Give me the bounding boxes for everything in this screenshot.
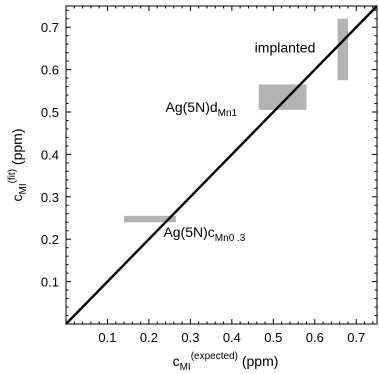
data-box-3 [124, 215, 176, 223]
x-tick-label: 0.5 [264, 330, 282, 345]
x-tick-label: 0.6 [306, 330, 324, 345]
plot-frame [65, 5, 378, 325]
y-tick-label: 0.7 [41, 20, 59, 35]
y-tick-label: 0.4 [41, 147, 59, 162]
annotation-2: Ag(5N)dMn1 [166, 99, 238, 119]
annotation-3: Ag(5N)cMn0 .3 [163, 224, 245, 244]
y-tick-label: 0.5 [41, 105, 59, 120]
x-tick-label: 0.3 [181, 330, 199, 345]
data-box-1 [337, 18, 348, 81]
annotation-1: implanted [255, 40, 316, 56]
y-tick-label: 0.2 [41, 232, 59, 247]
x-tick-label: 0.4 [223, 330, 241, 345]
y-tick-label: 0.6 [41, 63, 59, 78]
y-axis-label: cMI(fit) (ppm) [7, 128, 29, 201]
x-tick-label: 0.2 [140, 330, 158, 345]
annotations: implanted Ag(5N)dMn1 Ag(5N)cMn0 .3 [163, 40, 315, 244]
axis-ticks: 0.1 0.2 0.3 0.4 0.5 0.6 0.7 0.1 0.2 0.3 0.4 0.5 0.6 0… [41, 6, 377, 345]
data-boxes [124, 18, 348, 223]
x-tick-label: 0.7 [347, 330, 365, 345]
y-tick-label: 0.1 [41, 275, 59, 290]
y-tick-label: 0.3 [41, 190, 59, 205]
x-axis-label: cMI(expected) (ppm) [173, 351, 279, 373]
data-box-2 [258, 84, 307, 110]
reference-line [65, 5, 378, 325]
x-tick-label: 0.1 [98, 330, 116, 345]
